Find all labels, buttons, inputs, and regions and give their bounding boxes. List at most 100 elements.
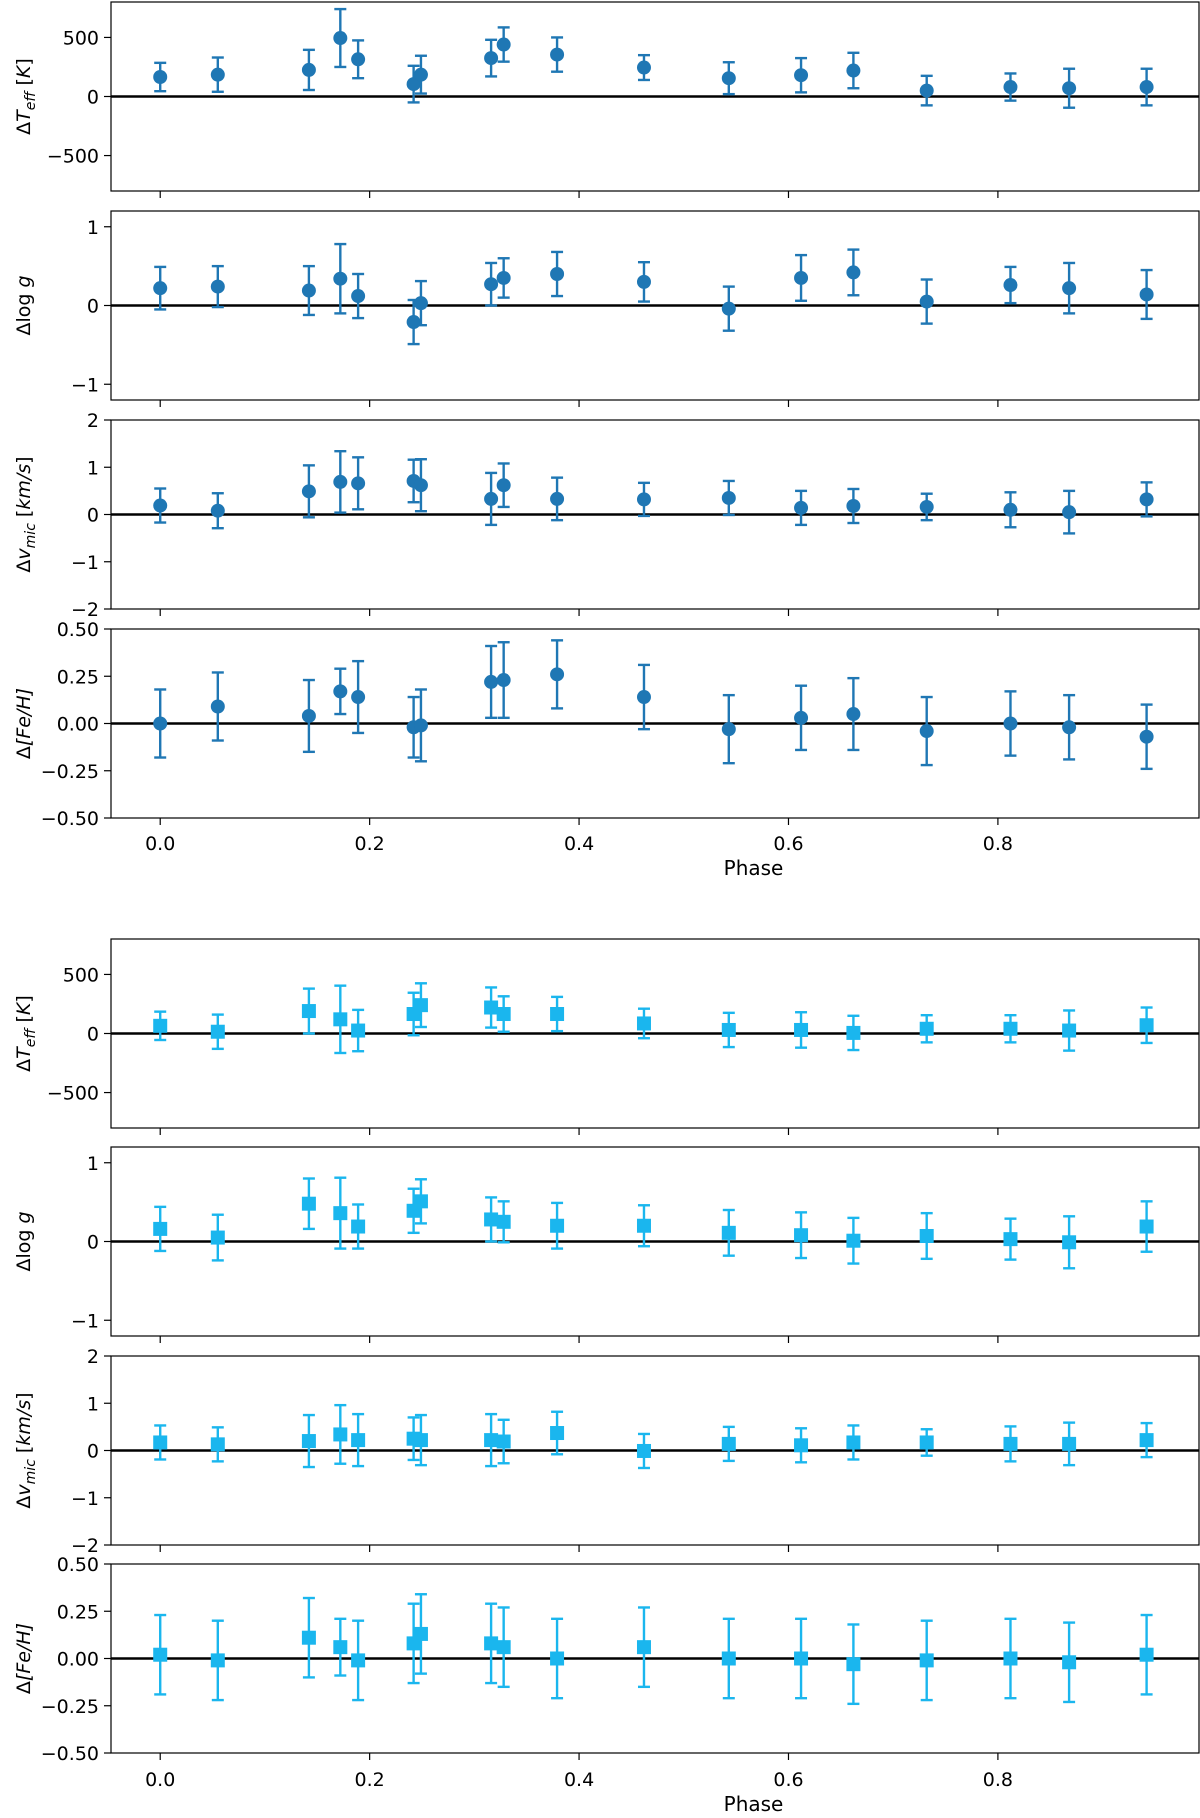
data-point <box>1062 720 1077 735</box>
x-tick-label: 0.4 <box>564 833 594 855</box>
data-point <box>484 1433 499 1448</box>
data-point <box>496 1640 511 1655</box>
data-point <box>413 1194 428 1209</box>
data-point <box>153 716 168 731</box>
y-tick-label: 0.50 <box>57 1554 99 1576</box>
y-tick-label: 1 <box>87 217 99 239</box>
y-tick-label: 2 <box>87 410 99 432</box>
data-point <box>153 70 168 85</box>
data-point <box>721 1436 736 1451</box>
data-point <box>351 52 366 67</box>
data-point <box>496 1214 511 1229</box>
data-point <box>721 71 736 86</box>
y-tick-label: 500 <box>63 964 99 986</box>
y-tick-label: −1 <box>71 1310 99 1332</box>
x-tick-label: 0.0 <box>145 833 175 855</box>
y-tick-label: 0.25 <box>57 666 99 688</box>
y-tick-label: 0 <box>87 1441 99 1463</box>
data-point <box>721 1225 736 1240</box>
data-point <box>301 1434 316 1449</box>
y-tick-label: 1 <box>87 457 99 479</box>
data-point <box>1003 80 1018 95</box>
y-tick-label: 500 <box>63 27 99 49</box>
data-point <box>210 279 225 294</box>
data-point <box>721 722 736 737</box>
data-point <box>413 998 428 1013</box>
y-tick-label: −0.25 <box>41 1696 99 1718</box>
data-point <box>550 267 565 281</box>
y-tick-label: 0.50 <box>57 619 99 641</box>
data-point <box>301 484 316 499</box>
data-point <box>1062 1235 1077 1250</box>
y-tick-label: −0.50 <box>41 808 99 830</box>
y-tick-label: −0.50 <box>41 1743 99 1765</box>
data-point <box>1003 1651 1018 1666</box>
data-point <box>846 1025 861 1040</box>
data-point <box>919 1228 934 1243</box>
data-point <box>496 478 511 493</box>
data-point <box>919 1653 934 1668</box>
data-point <box>794 1022 809 1037</box>
data-point <box>496 37 511 52</box>
data-point <box>496 1434 511 1449</box>
y-axis-label: Δvmic [km/s] <box>13 1392 39 1508</box>
data-point <box>351 1219 366 1234</box>
data-point <box>153 498 168 513</box>
y-tick-label: −2 <box>71 1535 99 1557</box>
data-point <box>210 1024 225 1039</box>
y-axis-label: Δlog g <box>13 1211 35 1271</box>
data-point <box>333 1206 348 1221</box>
data-point <box>333 684 348 699</box>
data-point <box>794 500 809 515</box>
data-point <box>484 1212 499 1227</box>
data-point <box>721 301 736 316</box>
data-point <box>550 667 565 682</box>
data-point <box>1139 1433 1154 1448</box>
x-tick-label: 0.2 <box>355 1769 385 1791</box>
data-point <box>413 296 428 311</box>
data-point <box>351 1653 366 1668</box>
data-point <box>550 491 565 506</box>
x-tick-label: 0.2 <box>355 833 385 855</box>
data-point <box>846 707 861 722</box>
data-point <box>351 690 366 705</box>
data-point <box>333 1640 348 1655</box>
data-point <box>1003 1021 1018 1036</box>
data-point <box>351 1023 366 1038</box>
data-point <box>919 499 934 514</box>
data-point <box>333 474 348 489</box>
data-point <box>153 1018 168 1033</box>
y-tick-label: −1 <box>71 552 99 574</box>
data-point <box>484 491 499 506</box>
data-point <box>846 63 861 78</box>
data-point <box>550 1007 565 1022</box>
data-point <box>1139 1647 1154 1662</box>
y-tick-label: −500 <box>47 146 99 168</box>
data-point <box>413 478 428 493</box>
data-point <box>333 271 348 286</box>
data-point <box>484 277 499 292</box>
data-point <box>636 1640 651 1655</box>
data-point <box>351 289 366 304</box>
data-point <box>1139 492 1154 507</box>
data-point <box>550 47 565 62</box>
data-point <box>1003 1436 1018 1451</box>
data-point <box>794 1228 809 1243</box>
data-point <box>846 1233 861 1248</box>
data-point <box>496 270 511 285</box>
data-point <box>636 1016 651 1031</box>
data-point <box>636 492 651 507</box>
data-point <box>484 51 499 66</box>
y-tick-label: 1 <box>87 1393 99 1415</box>
data-point <box>1062 1436 1077 1451</box>
data-point <box>919 1435 934 1450</box>
data-point <box>210 1437 225 1452</box>
data-point <box>721 490 736 505</box>
data-point <box>550 1218 565 1233</box>
data-point <box>1139 80 1154 95</box>
data-point <box>1062 1023 1077 1038</box>
x-tick-label: 0.8 <box>983 1769 1013 1791</box>
data-point <box>1139 729 1154 744</box>
data-point <box>636 1218 651 1233</box>
data-point <box>496 673 511 688</box>
